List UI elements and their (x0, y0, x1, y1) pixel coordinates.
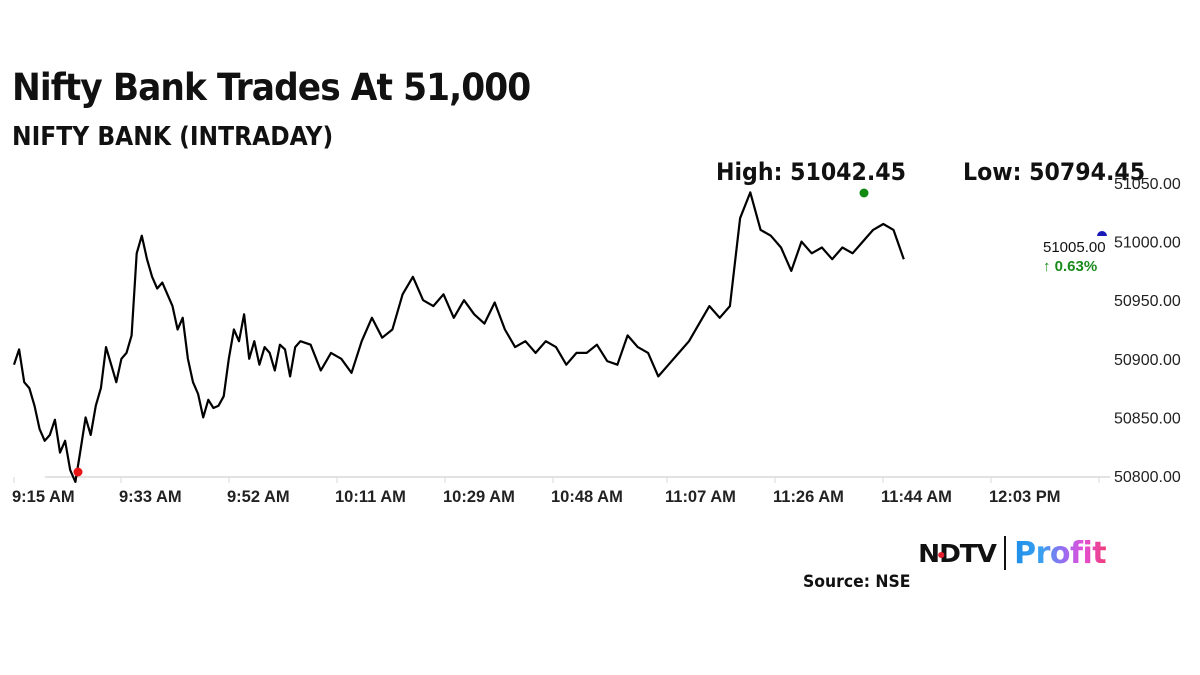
x-tick-label: 9:33 AM (119, 488, 182, 506)
x-tick-label: 11:26 AM (773, 488, 844, 506)
x-tick-label: 9:52 AM (227, 488, 290, 506)
x-tick-label: 11:07 AM (665, 488, 736, 506)
x-tick-label: 10:29 AM (443, 488, 515, 506)
high-marker (859, 188, 869, 198)
price-line (12, 191, 905, 483)
source-label: Source: NSE (803, 572, 911, 592)
x-axis: 9:15 AM 9:33 AM 9:52 AM 10:11 AM 10:29 AM 10:… (12, 476, 1110, 506)
ndtv-wordmark: NDTV (918, 538, 997, 568)
y-tick-label: 50900.00 (1114, 352, 1181, 369)
x-tick-label: 9:15 AM (12, 488, 75, 506)
chart-subtitle: NIFTY BANK (INTRADAY) (12, 122, 334, 152)
y-tick-label: 51050.00 (1114, 176, 1181, 193)
y-tick-label: 51000.00 (1114, 235, 1181, 252)
y-tick-label: 50850.00 (1114, 410, 1181, 427)
y-tick-label: 50800.00 (1114, 469, 1181, 486)
ndtv-profit-logo: NDTV Profit (918, 535, 1107, 571)
low-marker (73, 467, 83, 477)
current-marker (1097, 231, 1107, 236)
y-axis: 51050.00 51000.00 50950.00 50900.00 50850.00… (1114, 176, 1181, 486)
profit-wordmark: Profit (1014, 535, 1107, 571)
x-tick-label: 12:03 PM (989, 488, 1061, 506)
last-value-label: 51005.00 (1043, 239, 1106, 256)
y-tick-label: 50950.00 (1114, 293, 1181, 310)
low-label: Low: 50794.45 (963, 158, 1146, 186)
logo-red-dot-icon (938, 551, 945, 558)
x-tick-label: 11:44 AM (881, 488, 952, 506)
change-label: ↑ 0.63% (1043, 258, 1097, 275)
x-tick-label: 10:48 AM (551, 488, 623, 506)
high-label: High: 51042.45 (716, 158, 907, 186)
x-tick-label: 10:11 AM (335, 488, 406, 506)
chart-title: Nifty Bank Trades At 51,000 (12, 66, 531, 109)
logo-divider (1004, 536, 1007, 570)
